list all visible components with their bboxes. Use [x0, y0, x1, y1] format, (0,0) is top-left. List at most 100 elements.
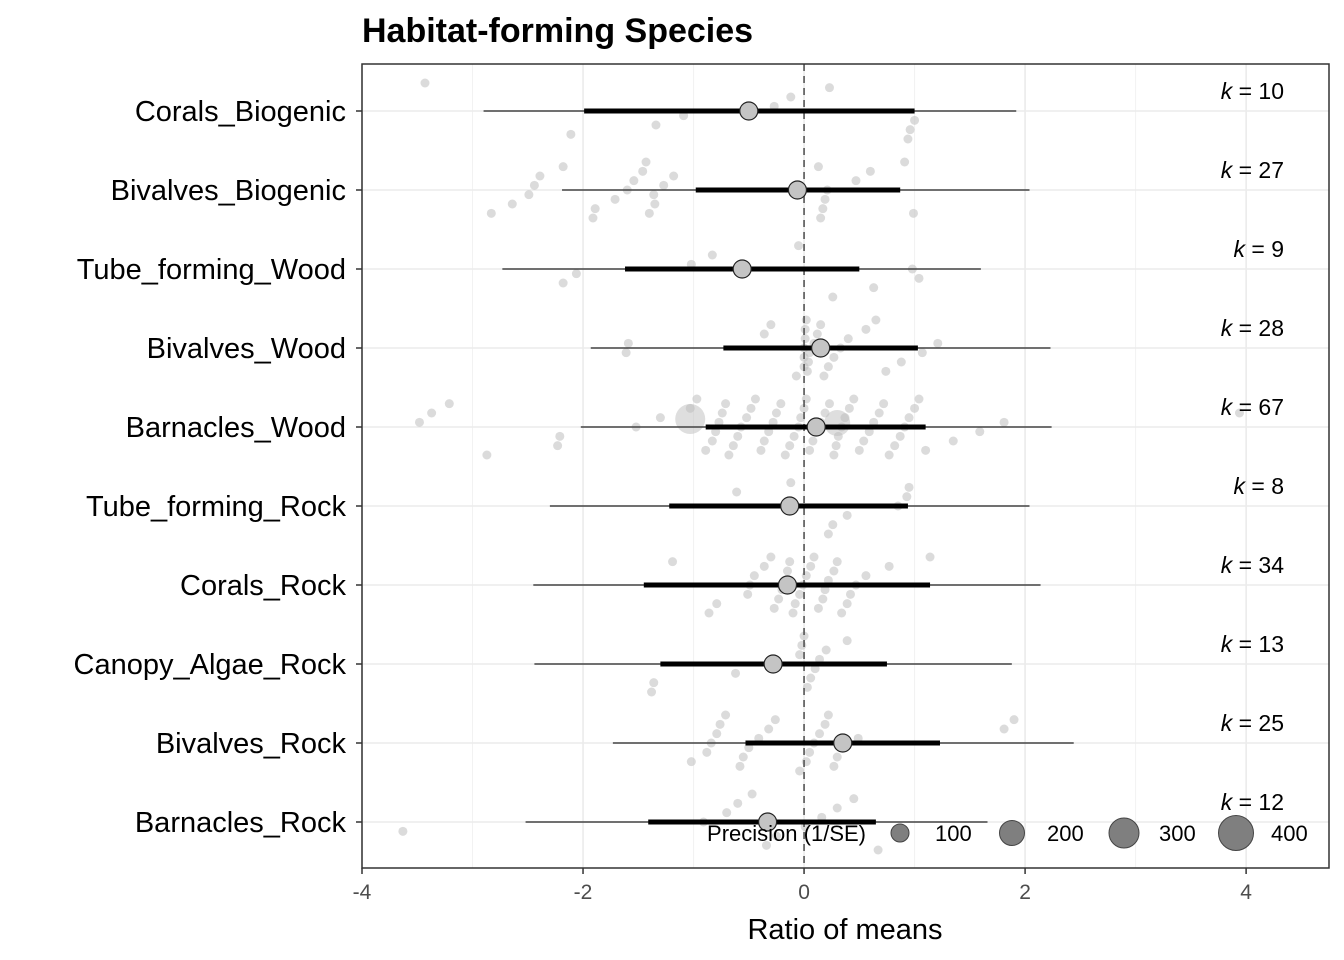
effect-size-point	[890, 441, 900, 451]
effect-size-point	[733, 431, 743, 441]
effect-size-point	[910, 115, 920, 125]
chart-title: Habitat-forming Species	[362, 12, 753, 50]
effect-size-point	[621, 348, 631, 358]
effect-size-point	[796, 413, 806, 423]
effect-size-point	[859, 436, 869, 446]
effect-size-point	[821, 645, 831, 655]
effect-size-point	[854, 445, 864, 455]
effect-size-point	[842, 510, 852, 520]
effect-size-point	[702, 747, 712, 757]
effect-size-point	[649, 678, 659, 688]
estimate-point	[833, 733, 853, 753]
effect-size-point	[795, 766, 805, 776]
effect-size-point	[555, 431, 565, 441]
effect-size-point	[849, 394, 859, 404]
effect-size-point	[766, 552, 776, 562]
effect-size-point	[414, 417, 424, 427]
effect-size-point	[816, 213, 826, 223]
y-tick-label: Canopy_Algae_Rock	[74, 649, 347, 681]
effect-size-point	[917, 348, 927, 358]
legend-label: 200	[1047, 821, 1084, 846]
effect-size-point	[823, 362, 833, 372]
effect-size-point	[851, 176, 861, 186]
effect-size-point	[444, 399, 454, 409]
legend-label: 400	[1271, 821, 1308, 846]
effect-size-point	[721, 399, 731, 409]
effect-size-point	[904, 482, 914, 492]
effect-size-point	[638, 166, 648, 176]
effect-size-point	[715, 719, 725, 729]
effect-size-point	[669, 171, 679, 181]
effect-size-point	[735, 761, 745, 771]
effect-size-point	[799, 631, 809, 641]
effect-size-point	[818, 204, 828, 214]
effect-size-point	[553, 441, 563, 451]
effect-size-point	[610, 194, 620, 204]
estimate-point	[806, 417, 826, 437]
effect-size-point	[769, 603, 779, 613]
effect-size-point	[842, 636, 852, 646]
effect-size-point	[722, 808, 732, 818]
effect-size-point	[879, 399, 889, 409]
effect-size-point	[881, 366, 891, 376]
effect-size-point	[914, 394, 924, 404]
effect-size-point	[905, 125, 915, 135]
k-label: k = 27	[1221, 157, 1284, 183]
legend-title: Precision (1/SE)	[707, 821, 866, 846]
effect-size-point	[724, 450, 734, 460]
x-tick-label: 4	[1240, 881, 1252, 904]
effect-size-point	[813, 603, 823, 613]
legend: Precision (1/SE) 100 200 300 400	[707, 815, 1308, 851]
effect-size-point	[799, 403, 809, 413]
effect-size-point	[823, 529, 833, 539]
effect-size-point	[742, 413, 752, 423]
effect-size-point	[398, 826, 408, 836]
effect-size-point	[427, 408, 437, 418]
effect-size-point	[828, 520, 838, 530]
legend-label: 300	[1159, 821, 1196, 846]
effect-size-point	[908, 208, 918, 218]
y-axis: Corals_Biogenic Bivalves_Biogenic Tube_for…	[74, 96, 362, 839]
legend-key	[1218, 815, 1254, 851]
effect-size-point	[829, 566, 839, 576]
effect-size-point	[749, 571, 759, 581]
effect-size-point	[750, 394, 760, 404]
effect-size-point	[874, 408, 884, 418]
effect-size-point	[806, 673, 816, 683]
effect-size-point	[805, 747, 815, 757]
effect-size-point	[802, 682, 812, 692]
effect-size-point	[824, 399, 834, 409]
y-tick-label: Tube_forming_Wood	[77, 254, 346, 286]
effect-size-point	[529, 180, 539, 190]
effect-size-point	[623, 338, 633, 348]
effect-size-point	[732, 487, 742, 497]
effect-size-point	[801, 315, 811, 325]
legend-key	[999, 820, 1025, 846]
effect-size-point	[590, 204, 600, 214]
effect-size-point	[832, 557, 842, 567]
effect-size-point	[824, 83, 834, 93]
effect-size-point	[641, 157, 651, 167]
effect-size-point	[717, 408, 727, 418]
effect-size-point	[837, 608, 847, 618]
effect-size-point	[588, 213, 598, 223]
effect-size-point	[558, 162, 568, 172]
effect-size-point	[849, 794, 859, 804]
effect-size-point	[801, 757, 811, 767]
effect-size-point	[651, 120, 661, 130]
k-label: k = 13	[1221, 631, 1284, 657]
effect-size-point	[812, 329, 822, 339]
x-tick-label: 2	[1019, 881, 1031, 904]
effect-size-point	[975, 427, 985, 437]
effect-size-point	[747, 789, 757, 799]
effect-size-point	[770, 715, 780, 725]
y-tick-label: Barnacles_Rock	[135, 807, 347, 839]
y-tick-label: Bivalves_Rock	[156, 728, 347, 760]
effect-size-point	[786, 92, 796, 102]
effect-size-point	[789, 431, 799, 441]
legend-label: 100	[935, 821, 972, 846]
effect-size-point	[771, 408, 781, 418]
effect-size-point	[785, 441, 795, 451]
effect-size-point	[650, 199, 660, 209]
effect-size-point	[655, 413, 665, 423]
